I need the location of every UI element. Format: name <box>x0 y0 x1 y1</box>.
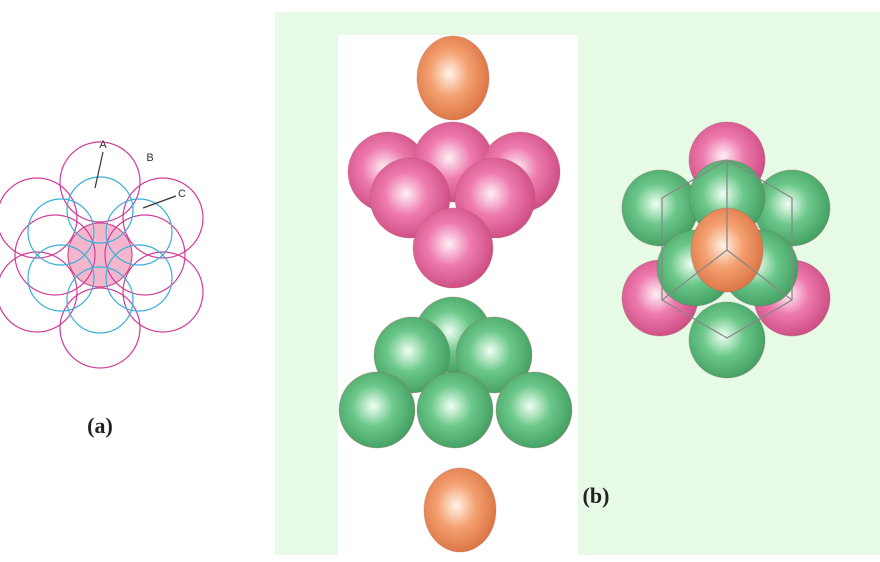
point-label: C <box>178 188 186 200</box>
caption: (a) <box>87 413 113 438</box>
caption: (b) <box>583 483 610 508</box>
sphere <box>495 371 573 449</box>
hexagon-lines <box>661 159 793 339</box>
sphere <box>423 467 497 553</box>
pointers <box>94 151 177 209</box>
point-label: A <box>99 139 107 151</box>
sphere <box>416 371 494 449</box>
sphere <box>338 371 416 449</box>
point-label: B <box>146 152 153 164</box>
exploded-layers <box>338 35 573 553</box>
cyan-circles <box>27 176 173 334</box>
sphere <box>455 316 533 394</box>
sphere <box>416 35 490 121</box>
sphere <box>373 316 451 394</box>
sphere <box>688 301 766 379</box>
sphere <box>412 207 494 289</box>
layer-diagram-a <box>0 141 204 369</box>
center-circle <box>67 222 133 288</box>
magenta-circles <box>0 141 204 369</box>
